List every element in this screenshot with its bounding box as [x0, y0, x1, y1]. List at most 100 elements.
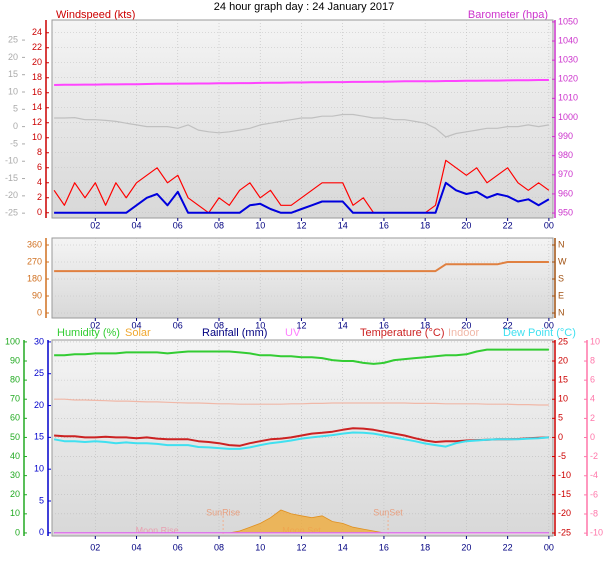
- y-tick-label: 60: [10, 413, 20, 423]
- y-tick-label: 50: [10, 432, 20, 442]
- y2-tick-label: 1050: [558, 16, 578, 26]
- x-tick-label: 20: [461, 320, 471, 330]
- y3-tick-label: 10: [8, 86, 18, 96]
- x-tick-label: 22: [503, 220, 513, 230]
- y3-tick-label: 0: [13, 121, 18, 131]
- y-tick-label: 90: [10, 355, 20, 365]
- y2-tick-label: 1020: [558, 74, 578, 84]
- x-tick-label: 06: [173, 542, 183, 552]
- y-tick-label: 80: [10, 374, 20, 384]
- x-tick-label: 10: [255, 542, 265, 552]
- x-tick-label: 14: [338, 220, 348, 230]
- y-axis-label: Windspeed (kts): [56, 9, 135, 21]
- y-tick-label: 10: [10, 508, 20, 518]
- annotation: SunSet: [373, 507, 403, 517]
- y-tick-label: 10: [32, 132, 42, 142]
- annotation: SunRise: [206, 507, 240, 517]
- y-tick-label: 22: [32, 42, 42, 52]
- y-tick-label: 70: [10, 394, 20, 404]
- y2-tick-label: 0: [39, 527, 44, 537]
- y3-tick-label: -5: [10, 138, 18, 148]
- y2-tick-label: W: [558, 256, 567, 266]
- y3-tick-label: 15: [8, 69, 18, 79]
- y-tick-label: 360: [27, 239, 42, 249]
- x-tick-label: 08: [214, 320, 224, 330]
- series-line: [54, 113, 549, 138]
- y2-tick-label: 20: [34, 400, 44, 410]
- y2-tick-label: 1010: [558, 93, 578, 103]
- series-line: [53, 159, 550, 214]
- x-tick-label: 00: [544, 320, 554, 330]
- y-tick-label: 24: [32, 27, 42, 37]
- y3-tick-label: -5: [558, 451, 566, 461]
- y-tick-label: 14: [32, 102, 42, 112]
- y2-axis-label: Barometer (hpa): [468, 9, 548, 21]
- y3-tick-label: -20: [5, 190, 18, 200]
- x-tick-label: 22: [503, 542, 513, 552]
- y3-tick-label: -15: [5, 173, 18, 183]
- x-tick-label: 08: [214, 220, 224, 230]
- y3-tick-label: 20: [558, 355, 568, 365]
- y3-tick-label: 10: [558, 394, 568, 404]
- y2-tick-label: 15: [34, 432, 44, 442]
- legend-label: Indoor: [448, 327, 480, 339]
- plot-area: [51, 237, 554, 319]
- y3-tick-label: -15: [558, 489, 571, 499]
- y-tick-label: 20: [10, 489, 20, 499]
- y3-tick-label: 25: [8, 34, 18, 44]
- y3-tick-label: 5: [558, 413, 563, 423]
- y4-tick-label: -8: [590, 508, 598, 518]
- x-tick-label: 10: [255, 320, 265, 330]
- x-tick-label: 04: [132, 542, 142, 552]
- y-tick-label: 0: [15, 527, 20, 537]
- legend-label: UV: [285, 327, 301, 339]
- x-tick-label: 16: [379, 542, 389, 552]
- series-line: [54, 398, 549, 406]
- y3-tick-label: -10: [5, 156, 18, 166]
- y3-tick-label: -25: [5, 208, 18, 218]
- y3-tick-label: 0: [558, 432, 563, 442]
- legend-label: Solar: [125, 327, 151, 339]
- y-tick-label: 40: [10, 451, 20, 461]
- y3-tick-label: -20: [558, 508, 571, 518]
- y2-tick-label: 5: [39, 495, 44, 505]
- x-tick-label: 18: [420, 320, 430, 330]
- y4-tick-label: -6: [590, 489, 598, 499]
- x-tick-label: 00: [544, 542, 554, 552]
- x-tick-label: 06: [173, 320, 183, 330]
- y-tick-label: 100: [5, 336, 20, 346]
- y2-tick-label: 980: [558, 150, 573, 160]
- y2-tick-label: 25: [34, 368, 44, 378]
- y2-tick-label: N: [558, 307, 565, 317]
- x-tick-label: 12: [296, 542, 306, 552]
- y2-tick-label: 990: [558, 131, 573, 141]
- y2-tick-label: 970: [558, 169, 573, 179]
- x-tick-label: 02: [90, 542, 100, 552]
- y4-tick-label: -4: [590, 470, 598, 480]
- y4-tick-label: -10: [590, 528, 603, 538]
- legend-label: Rainfall (mm): [202, 327, 267, 339]
- x-tick-label: 10: [255, 220, 265, 230]
- x-tick-label: 18: [420, 542, 430, 552]
- x-tick-label: 18: [420, 220, 430, 230]
- legend-label: Temperature (°C): [360, 327, 444, 339]
- series-line: [54, 79, 549, 86]
- annotation: Moon Rise: [136, 525, 179, 535]
- y3-tick-label: -10: [558, 470, 571, 480]
- y3-tick-label: -25: [558, 527, 571, 537]
- x-tick-label: 02: [90, 220, 100, 230]
- x-tick-label: 14: [338, 542, 348, 552]
- x-tick-label: 22: [503, 320, 513, 330]
- y-tick-label: 8: [37, 147, 42, 157]
- y2-tick-label: 950: [558, 207, 573, 217]
- y-tick-label: 270: [27, 256, 42, 266]
- x-tick-label: 06: [173, 220, 183, 230]
- x-tick-label: 16: [379, 220, 389, 230]
- y2-tick-label: 1000: [558, 112, 578, 122]
- y4-tick-label: 2: [590, 413, 595, 423]
- x-tick-label: 12: [296, 220, 306, 230]
- series-line: [54, 348, 549, 365]
- y4-tick-label: 4: [590, 394, 595, 404]
